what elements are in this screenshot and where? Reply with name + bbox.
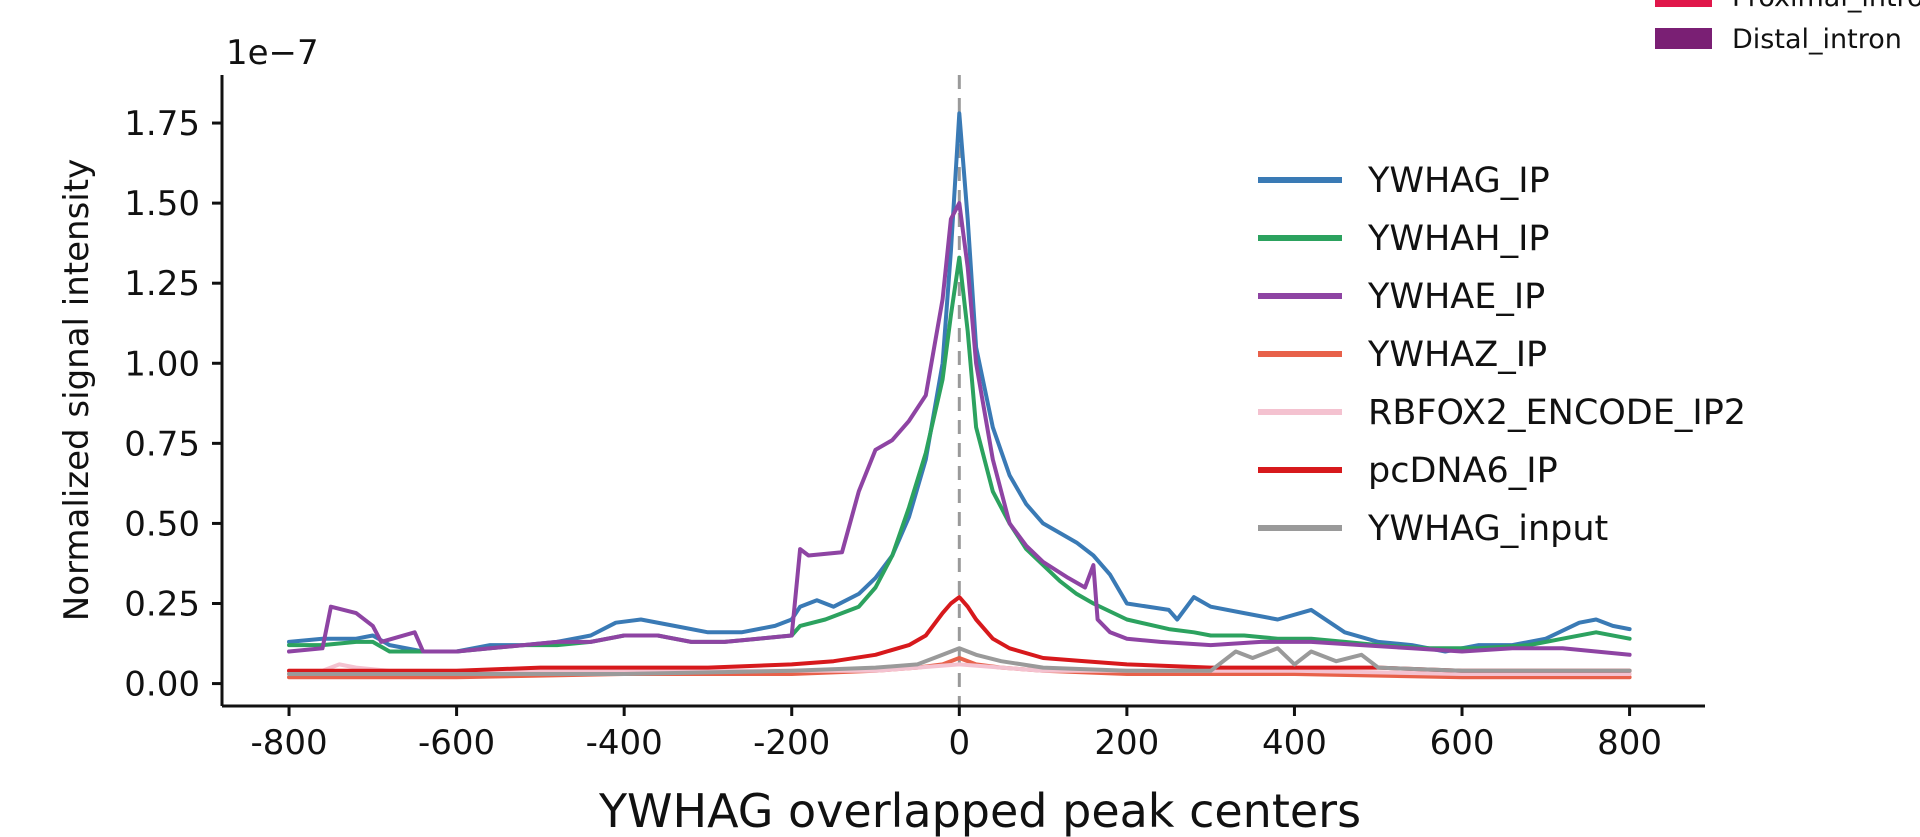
x-axis-title: YWHAG overlapped peak centers <box>598 784 1361 837</box>
legend-swatch-distal-intron <box>1655 28 1712 49</box>
y-scale-label: 1e−7 <box>226 33 319 73</box>
y-tick-label: 1.25 <box>124 264 200 304</box>
legend-label-ywhag-input: YWHAG_input <box>1367 509 1608 549</box>
series-line-ywhae-ip <box>287 201 1632 657</box>
x-tick-label: -800 <box>250 723 327 763</box>
legend-label-ywhag-ip: YWHAG_IP <box>1367 161 1550 201</box>
x-tick-label: -200 <box>753 723 830 763</box>
legend-label-ywhaz-ip: YWHAZ_IP <box>1367 335 1547 375</box>
legend-label-rbfox2-encode-ip2: RBFOX2_ENCODE_IP2 <box>1368 393 1746 433</box>
region-legend: Proximal_intron Distal_intron <box>1655 0 1920 55</box>
series-line-ywhag-input <box>287 646 1632 676</box>
y-tick-label: 1.00 <box>124 344 200 384</box>
series-line-ywhag-ip <box>287 111 1632 654</box>
legend-label-distal-intron: Distal_intron <box>1732 24 1902 55</box>
x-tick-label: 600 <box>1430 723 1495 763</box>
x-tick-label: 800 <box>1597 723 1662 763</box>
y-tick-label: 0.75 <box>124 424 200 464</box>
legend-swatch-proximal-intron <box>1655 0 1712 7</box>
x-tick-label: 200 <box>1094 723 1159 763</box>
x-tick-label: 400 <box>1262 723 1327 763</box>
y-tick-label: 0.25 <box>124 585 200 625</box>
y-tick-label: 1.50 <box>124 184 200 224</box>
x-tick-label: -400 <box>586 723 663 763</box>
y-axis-title: Normalized signal intensity <box>57 159 97 621</box>
y-tick-label: 0.50 <box>124 504 200 544</box>
y-tick-label: 1.75 <box>124 104 200 144</box>
legend-label-ywhae-ip: YWHAE_IP <box>1367 277 1545 317</box>
x-tick-label: -600 <box>418 723 495 763</box>
legend-label-proximal-intron: Proximal_intron <box>1732 0 1920 13</box>
x-tick-label: 0 <box>948 723 970 763</box>
series-line-pcdna6-ip <box>287 595 1632 673</box>
legend-label-pcdna6-ip: pcDNA6_IP <box>1368 451 1558 491</box>
y-tick-label: 0.00 <box>124 665 200 705</box>
legend-label-ywhah-ip: YWHAH_IP <box>1367 219 1550 259</box>
